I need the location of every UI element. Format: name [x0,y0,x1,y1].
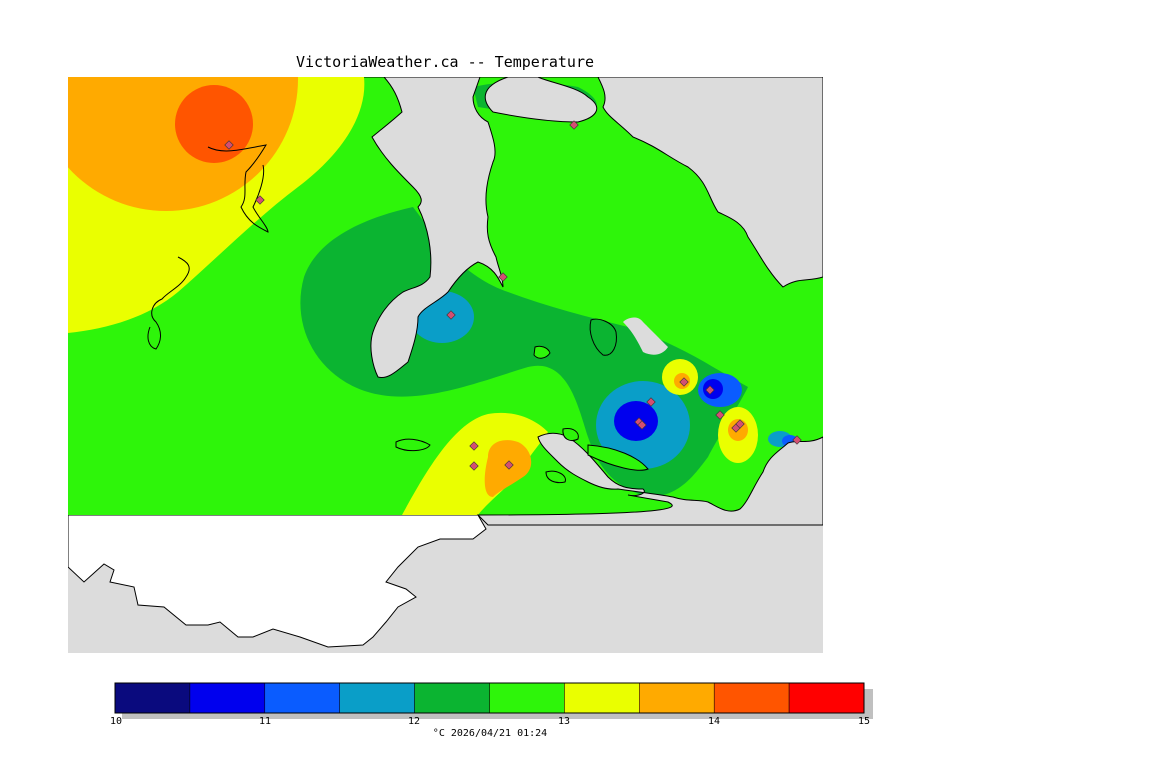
station-marker [792,435,802,445]
colorbar-tick-label: 11 [258,716,272,727]
island-f [587,444,649,471]
station-markers [224,120,802,471]
station-marker [646,397,656,407]
island-d [562,428,579,442]
island-b [533,345,551,359]
units-timestamp: °C 2026/04/21 01:24 [432,728,548,739]
colorbar-bin [564,682,640,714]
station-marker [504,460,514,470]
temp-field-14-14-5-nw [175,85,253,163]
colorbar-bin [788,682,865,714]
station-marker [469,441,479,451]
colorbar-bin [639,682,715,714]
colorbar-bin [339,682,415,714]
colorbar-tick-label: 12 [407,716,421,727]
station-marker [255,195,265,205]
island-e [545,470,566,484]
water-haro [623,317,668,355]
colorbar-tick-label: 10 [109,716,123,727]
colorbar-bin [114,682,191,714]
station-marker [679,377,689,387]
temperature-map [68,77,823,653]
station-marker [498,272,508,282]
colorbar-bins [114,682,865,714]
station-marker [705,385,715,395]
station-marker [224,140,234,150]
colorbar-tick-label: 15 [857,716,871,727]
island-a [589,318,617,356]
station-marker [446,310,456,320]
station-marker [735,419,745,429]
station-marker [637,420,647,430]
colorbar-tick-label: 13 [557,716,571,727]
colorbar-bin [489,682,565,714]
colorbar-tick-labels: 10 11 12 13 14 15 [0,716,1152,730]
water-strait-georgia [364,77,823,379]
island-c [395,438,431,452]
colorbar-bin [414,682,490,714]
station-marker [569,120,579,130]
station-marker [469,461,479,471]
colorbar-bin [713,682,790,714]
temperature-colorbar [114,682,873,719]
coast-nw [147,144,269,350]
water-south [476,432,823,526]
map-title: VictoriaWeather.ca -- Temperature [295,53,594,71]
colorbar-bin [264,682,340,714]
colorbar-bin [189,682,266,714]
no-data-landmass [68,514,487,648]
station-marker [715,410,725,420]
colorbar-tick-label: 14 [707,716,721,727]
colorbar-border [114,682,865,714]
